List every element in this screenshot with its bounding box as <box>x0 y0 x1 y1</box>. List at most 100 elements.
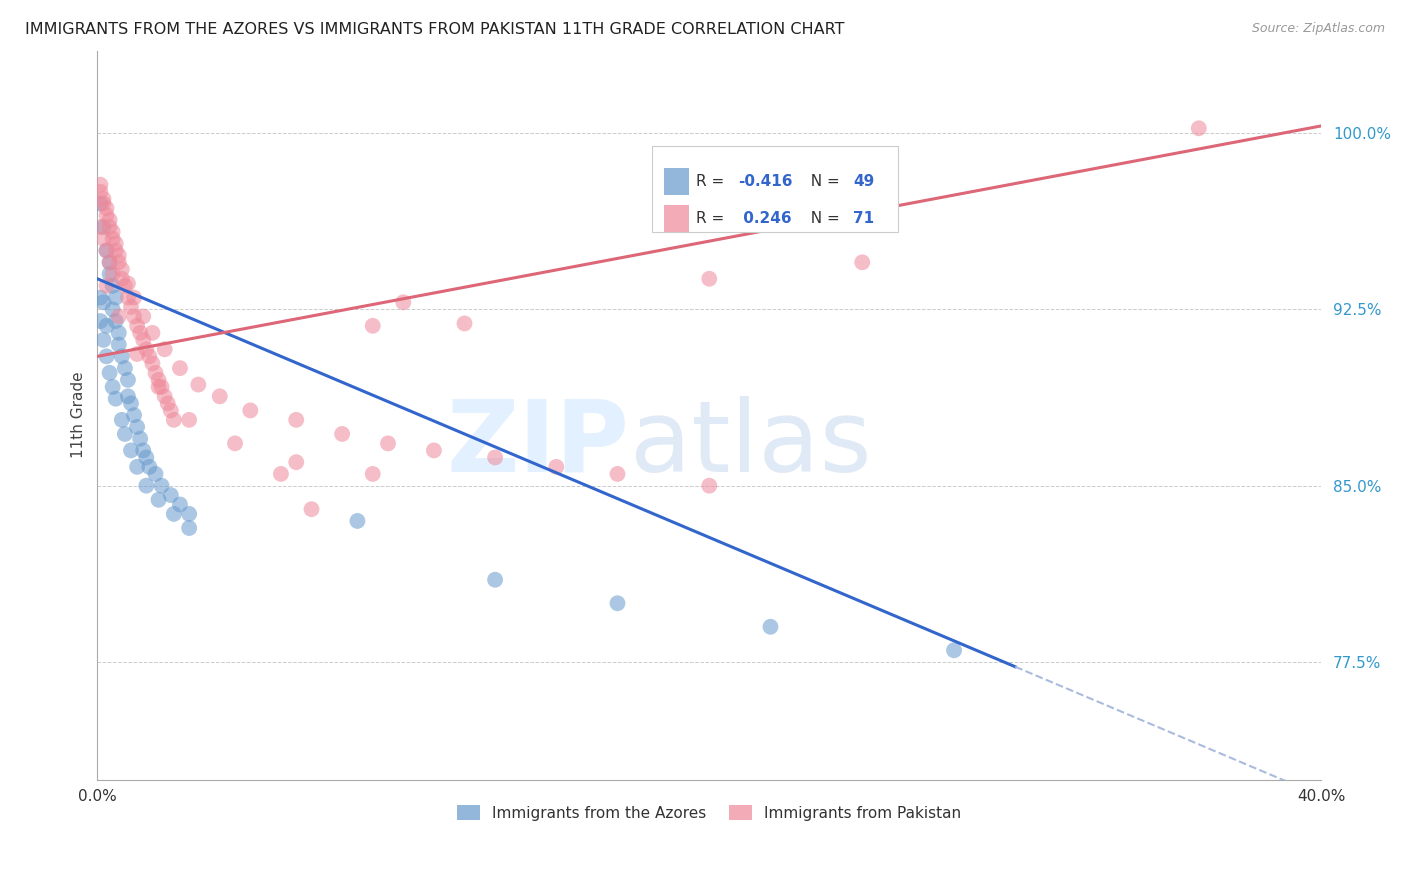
Point <box>96 278 118 293</box>
Point <box>114 361 136 376</box>
Point <box>163 507 186 521</box>
Point <box>93 232 115 246</box>
Point <box>150 478 173 492</box>
Point <box>101 267 124 281</box>
Point <box>107 337 129 351</box>
Point <box>392 295 415 310</box>
Point <box>93 333 115 347</box>
Point <box>101 225 124 239</box>
Point <box>89 291 111 305</box>
Point <box>377 436 399 450</box>
Point <box>132 310 155 324</box>
Point <box>224 436 246 450</box>
Point <box>943 643 966 657</box>
Text: -0.416: -0.416 <box>738 174 793 189</box>
Point <box>851 255 873 269</box>
Point <box>141 356 163 370</box>
Point <box>98 366 121 380</box>
Point <box>93 192 115 206</box>
Point <box>132 333 155 347</box>
Point <box>239 403 262 417</box>
Point <box>120 396 142 410</box>
Point <box>759 620 782 634</box>
Point <box>89 178 111 192</box>
Point <box>187 377 209 392</box>
Point <box>107 248 129 262</box>
Legend: Immigrants from the Azores, Immigrants from Pakistan: Immigrants from the Azores, Immigrants f… <box>451 798 967 827</box>
Point <box>89 220 111 235</box>
Point <box>127 318 149 333</box>
Point <box>117 277 139 291</box>
Y-axis label: 11th Grade: 11th Grade <box>72 372 86 458</box>
Point <box>101 380 124 394</box>
Point <box>111 350 134 364</box>
Point <box>169 361 191 376</box>
Point <box>117 389 139 403</box>
Point <box>122 408 145 422</box>
Point <box>135 478 157 492</box>
Point <box>98 255 121 269</box>
Point <box>101 302 124 317</box>
Point <box>127 347 149 361</box>
Point <box>127 459 149 474</box>
Point <box>101 278 124 293</box>
Point <box>132 443 155 458</box>
Point <box>169 498 191 512</box>
Point <box>135 343 157 357</box>
Point <box>148 373 170 387</box>
Point <box>179 521 201 535</box>
Point <box>93 196 115 211</box>
Point <box>111 262 134 277</box>
Point <box>453 317 475 331</box>
Text: IMMIGRANTS FROM THE AZORES VS IMMIGRANTS FROM PAKISTAN 11TH GRADE CORRELATION CH: IMMIGRANTS FROM THE AZORES VS IMMIGRANTS… <box>25 22 845 37</box>
Point <box>96 208 118 222</box>
Point <box>606 596 628 610</box>
Point <box>141 326 163 340</box>
Text: N =: N = <box>801 211 845 226</box>
Point <box>104 314 127 328</box>
Text: atlas: atlas <box>630 396 872 492</box>
Point <box>138 350 160 364</box>
Point <box>330 426 353 441</box>
Point <box>96 244 118 258</box>
Point <box>96 318 118 333</box>
Point <box>117 373 139 387</box>
Point <box>122 310 145 324</box>
Text: 71: 71 <box>853 211 875 226</box>
Point <box>697 272 720 286</box>
Point <box>93 295 115 310</box>
Point <box>156 396 179 410</box>
Point <box>104 236 127 251</box>
Point <box>148 380 170 394</box>
Point <box>606 467 628 481</box>
Point <box>98 213 121 227</box>
Text: 0.246: 0.246 <box>738 211 792 226</box>
Text: R =: R = <box>696 174 730 189</box>
Point <box>120 443 142 458</box>
Text: N =: N = <box>801 174 845 189</box>
Point <box>484 450 506 465</box>
Point <box>96 201 118 215</box>
Point <box>138 459 160 474</box>
Point <box>179 413 201 427</box>
Point <box>145 366 167 380</box>
Point <box>129 326 152 340</box>
Point <box>127 420 149 434</box>
Point <box>361 318 384 333</box>
Point <box>153 389 176 403</box>
Point <box>129 432 152 446</box>
Point <box>145 467 167 481</box>
Text: R =: R = <box>696 211 730 226</box>
Point <box>1188 121 1211 136</box>
Point <box>346 514 368 528</box>
Point <box>117 291 139 305</box>
Point <box>148 492 170 507</box>
Point <box>484 573 506 587</box>
Point <box>179 507 201 521</box>
Point <box>107 310 129 324</box>
Point <box>89 314 111 328</box>
Text: 49: 49 <box>853 174 875 189</box>
Point <box>159 403 181 417</box>
Point <box>285 413 308 427</box>
Point <box>104 392 127 406</box>
